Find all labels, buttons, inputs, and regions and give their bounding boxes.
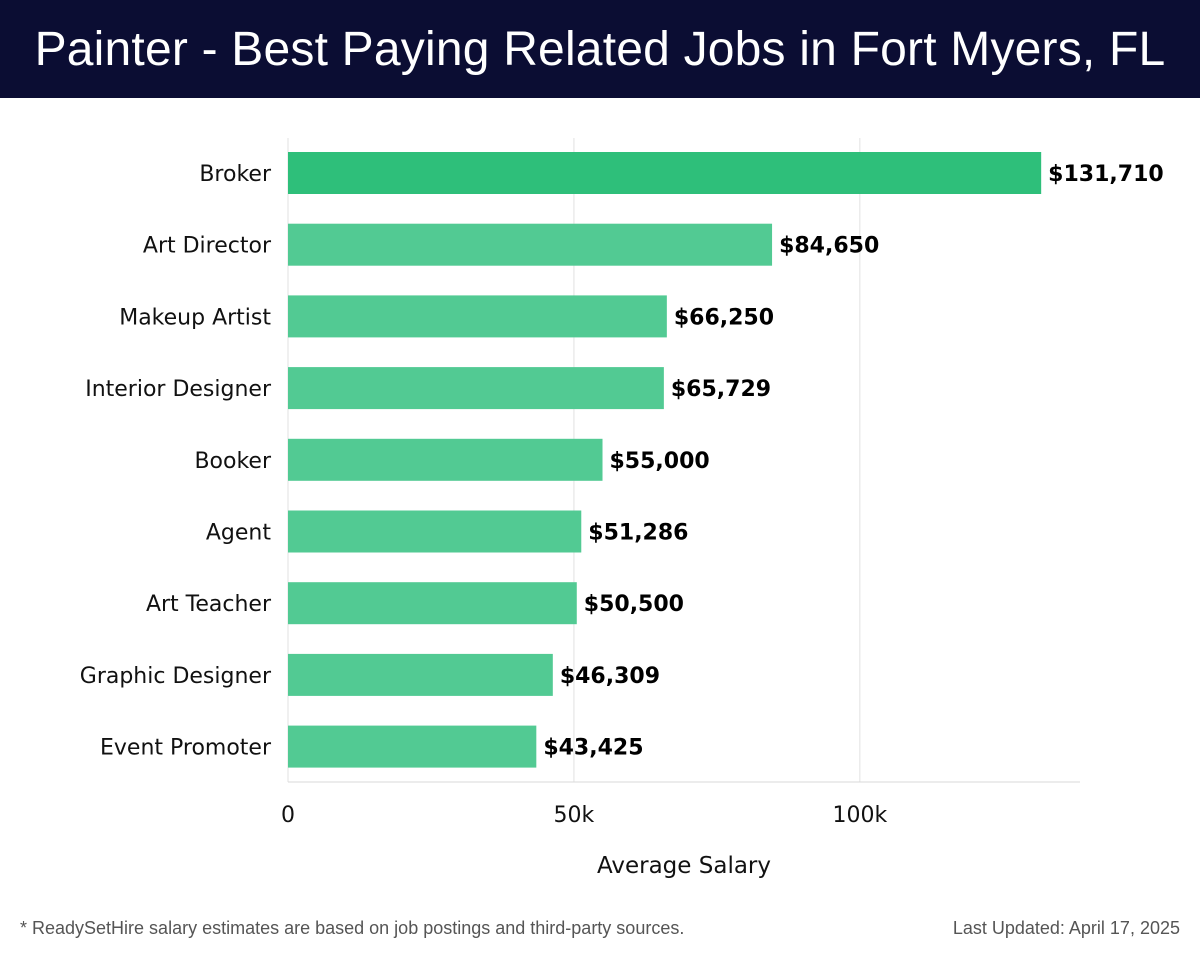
x-tick-label: 50k <box>554 803 595 828</box>
bar <box>288 295 667 338</box>
labels: 0 50k 100k Broker $131,710 Art Director $84,65… <box>80 162 1164 828</box>
chart-header: Painter - Best Paying Related Jobs in Fo… <box>0 0 1200 98</box>
bar <box>288 725 537 768</box>
category-label: Art Teacher <box>146 592 272 617</box>
x-axis-title: Average Salary <box>597 853 771 879</box>
category-label: Makeup Artist <box>119 305 271 330</box>
bar <box>288 510 582 553</box>
bar <box>288 653 553 696</box>
category-label: Booker <box>194 449 272 474</box>
category-label: Broker <box>199 162 272 187</box>
category-label: Graphic Designer <box>80 664 272 689</box>
chart-title: Painter - Best Paying Related Jobs in Fo… <box>34 22 1166 76</box>
value-label: $66,250 <box>674 305 774 330</box>
bar <box>288 582 577 625</box>
x-tick-label: 100k <box>832 803 887 828</box>
value-label: $65,729 <box>671 377 771 402</box>
bar <box>288 438 603 481</box>
bars <box>288 152 1042 768</box>
category-label: Interior Designer <box>85 377 272 402</box>
bar <box>288 367 664 410</box>
value-label: $46,309 <box>560 664 660 689</box>
bar <box>288 223 773 266</box>
value-label: $55,000 <box>610 449 710 474</box>
value-label: $131,710 <box>1048 162 1164 187</box>
x-tick-label: 0 <box>281 803 295 828</box>
value-label: $51,286 <box>588 521 688 546</box>
category-label: Art Director <box>143 234 272 259</box>
category-label: Event Promoter <box>100 736 272 761</box>
value-label: $84,650 <box>779 234 879 259</box>
value-label: $43,425 <box>543 736 643 761</box>
category-label: Agent <box>206 521 271 546</box>
last-updated: Last Updated: April 17, 2025 <box>952 918 1180 938</box>
footer-note: * ReadySetHire salary estimates are base… <box>20 918 685 938</box>
value-label: $50,500 <box>584 592 684 617</box>
bar <box>288 152 1042 194</box>
